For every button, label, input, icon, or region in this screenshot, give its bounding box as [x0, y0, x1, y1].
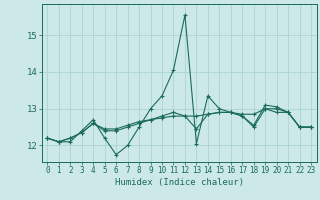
X-axis label: Humidex (Indice chaleur): Humidex (Indice chaleur): [115, 178, 244, 187]
